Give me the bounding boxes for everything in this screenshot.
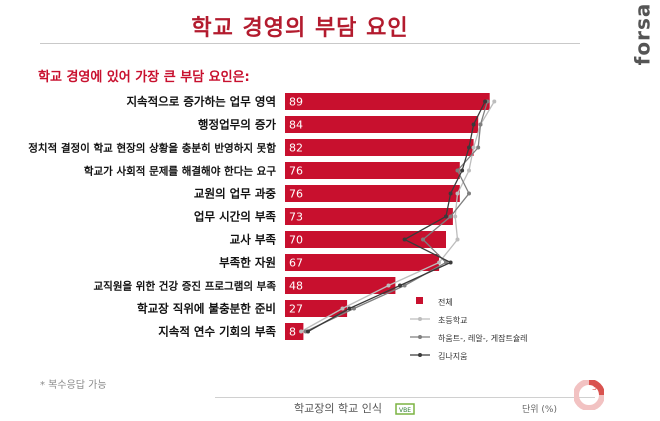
page-title: 학교 경영의 부담 요인 <box>191 16 409 41</box>
series-point-3 <box>444 214 448 219</box>
series-point-1 <box>455 191 460 196</box>
series-point-1 <box>492 99 497 104</box>
series-point-2 <box>455 168 460 173</box>
bar-value-label: 89 <box>289 96 303 109</box>
series-point-3 <box>306 329 310 334</box>
series-point-1 <box>467 168 471 173</box>
bar-value-label: 27 <box>289 303 303 316</box>
category-label: 교직원을 위한 건강 증진 프로그램의 부족 <box>94 280 277 293</box>
series-point-3 <box>402 237 407 242</box>
page-number: 3 <box>592 383 597 392</box>
series-point-3 <box>398 283 402 288</box>
series-point-1 <box>340 306 345 311</box>
bar-total <box>285 231 446 248</box>
footer-logo-icon: VBE <box>395 403 415 415</box>
legend-marker <box>418 317 422 321</box>
bar-total <box>285 162 460 179</box>
bar-value-label: 8 <box>289 326 296 339</box>
page-number-icon: 3 <box>574 380 604 410</box>
footer-logo-text: VBE <box>399 407 411 414</box>
bar-value-label: 70 <box>289 234 303 247</box>
category-label: 업무 시간의 부족 <box>194 210 276 224</box>
series-point-2 <box>478 122 483 127</box>
bar-total <box>285 93 490 110</box>
legend-marker <box>418 335 422 339</box>
series-point-1 <box>437 260 442 265</box>
series-point-3 <box>448 191 453 196</box>
category-label: 정치적 결정이 학교 현장의 상황을 충분히 반영하지 못함 <box>28 142 276 155</box>
category-label: 교사 부족 <box>230 233 277 247</box>
series-point-3 <box>448 260 453 265</box>
category-label: 학교장 직위에 불충분한 준비 <box>137 302 276 316</box>
legend-label: 전체 <box>438 297 453 307</box>
series-point-1 <box>299 329 304 334</box>
bar-total <box>285 139 474 156</box>
bar-total <box>285 323 304 340</box>
chart-question: 학교 경영에 있어 가장 큰 부담 요인은: <box>38 70 250 85</box>
category-label: 지속적 연수 기회의 부족 <box>158 325 276 339</box>
category-label: 학교가 사회적 문제를 해결해야 한다는 요구 <box>84 165 276 178</box>
series-point-3 <box>460 168 465 173</box>
bar-value-label: 76 <box>289 165 303 178</box>
bar-value-label: 76 <box>289 188 303 201</box>
bar-value-label: 84 <box>289 119 303 132</box>
unit-label: 단위 (%) <box>522 405 557 415</box>
bar-total <box>285 254 440 271</box>
bar-value-label: 67 <box>289 257 303 270</box>
bar-value-label: 48 <box>289 280 303 293</box>
category-label: 행정업무의 증가 <box>198 118 276 132</box>
category-label: 지속적으로 증가하는 업무 영역 <box>126 95 276 109</box>
category-label: 부족한 자원 <box>219 256 276 270</box>
legend-marker <box>418 353 422 357</box>
bar-total <box>285 277 396 294</box>
bar-total <box>285 116 479 133</box>
footer-divider <box>215 397 595 398</box>
bar-total <box>285 300 348 317</box>
series-point-3 <box>471 122 476 127</box>
series-point-2 <box>467 191 471 196</box>
legend-label: 하움트-, 레알-, 게잠트슐레 <box>438 333 528 343</box>
series-point-3 <box>467 145 471 150</box>
legend-label: 초등학교 <box>438 315 467 325</box>
series-point-1 <box>455 237 460 242</box>
series-point-3 <box>347 306 352 311</box>
category-label: 교원의 업무 과중 <box>194 187 276 201</box>
bar-value-label: 82 <box>289 142 303 155</box>
series-point-2 <box>476 145 481 150</box>
series-point-2 <box>448 214 453 219</box>
footnote: * 복수응답 가능 <box>40 380 107 391</box>
bar-total <box>285 185 460 202</box>
legend-label: 김나지움 <box>438 351 467 361</box>
title-divider <box>40 43 580 44</box>
series-point-3 <box>483 99 488 104</box>
bar-total <box>285 208 453 225</box>
bar-value-label: 73 <box>289 211 303 224</box>
series-point-1 <box>453 214 458 219</box>
legend-swatch <box>416 297 423 304</box>
series-point-1 <box>471 145 476 150</box>
footer-title: 학교장의 학교 인식 <box>294 402 382 415</box>
series-point-2 <box>421 237 425 242</box>
series-point-1 <box>386 283 391 288</box>
